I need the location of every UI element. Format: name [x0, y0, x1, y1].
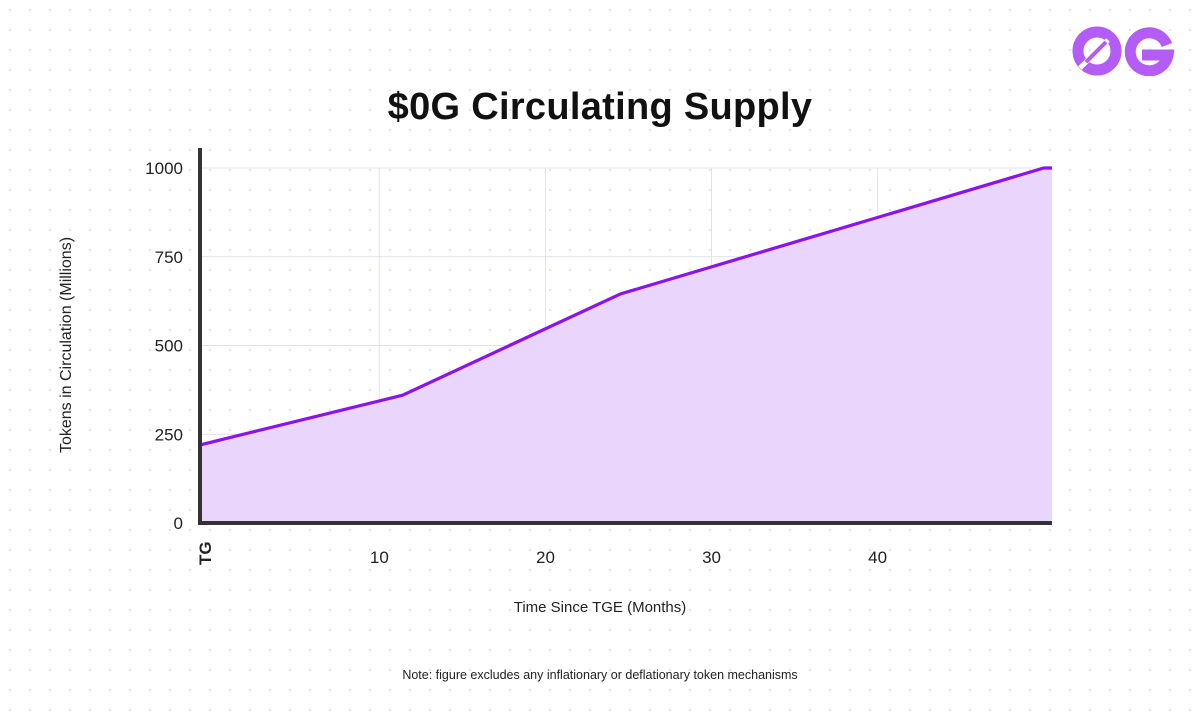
y-tick-label: 1000	[145, 159, 183, 178]
y-tick-label: 750	[155, 248, 183, 267]
chart-title: $0G Circulating Supply	[387, 86, 813, 128]
x-axis-label: Time Since TGE (Months)	[514, 599, 687, 616]
series-area	[200, 168, 1052, 523]
logo-icon	[1072, 26, 1175, 76]
x-tick-label: 10	[370, 548, 389, 567]
x-tick-label: 20	[536, 548, 555, 567]
x-tick-label: TG	[196, 541, 215, 565]
y-tick-label: 500	[155, 337, 183, 356]
x-tick-label: 40	[868, 548, 887, 567]
series-line	[199, 166, 1052, 447]
y-axis-label: Tokens in Circulation (Millions)	[58, 237, 75, 453]
y-tick-label: 0	[174, 514, 183, 533]
x-tick-label: 30	[702, 548, 721, 567]
footnote: Note: figure excludes any inflationary o…	[402, 668, 798, 682]
y-tick-label: 250	[155, 425, 183, 444]
